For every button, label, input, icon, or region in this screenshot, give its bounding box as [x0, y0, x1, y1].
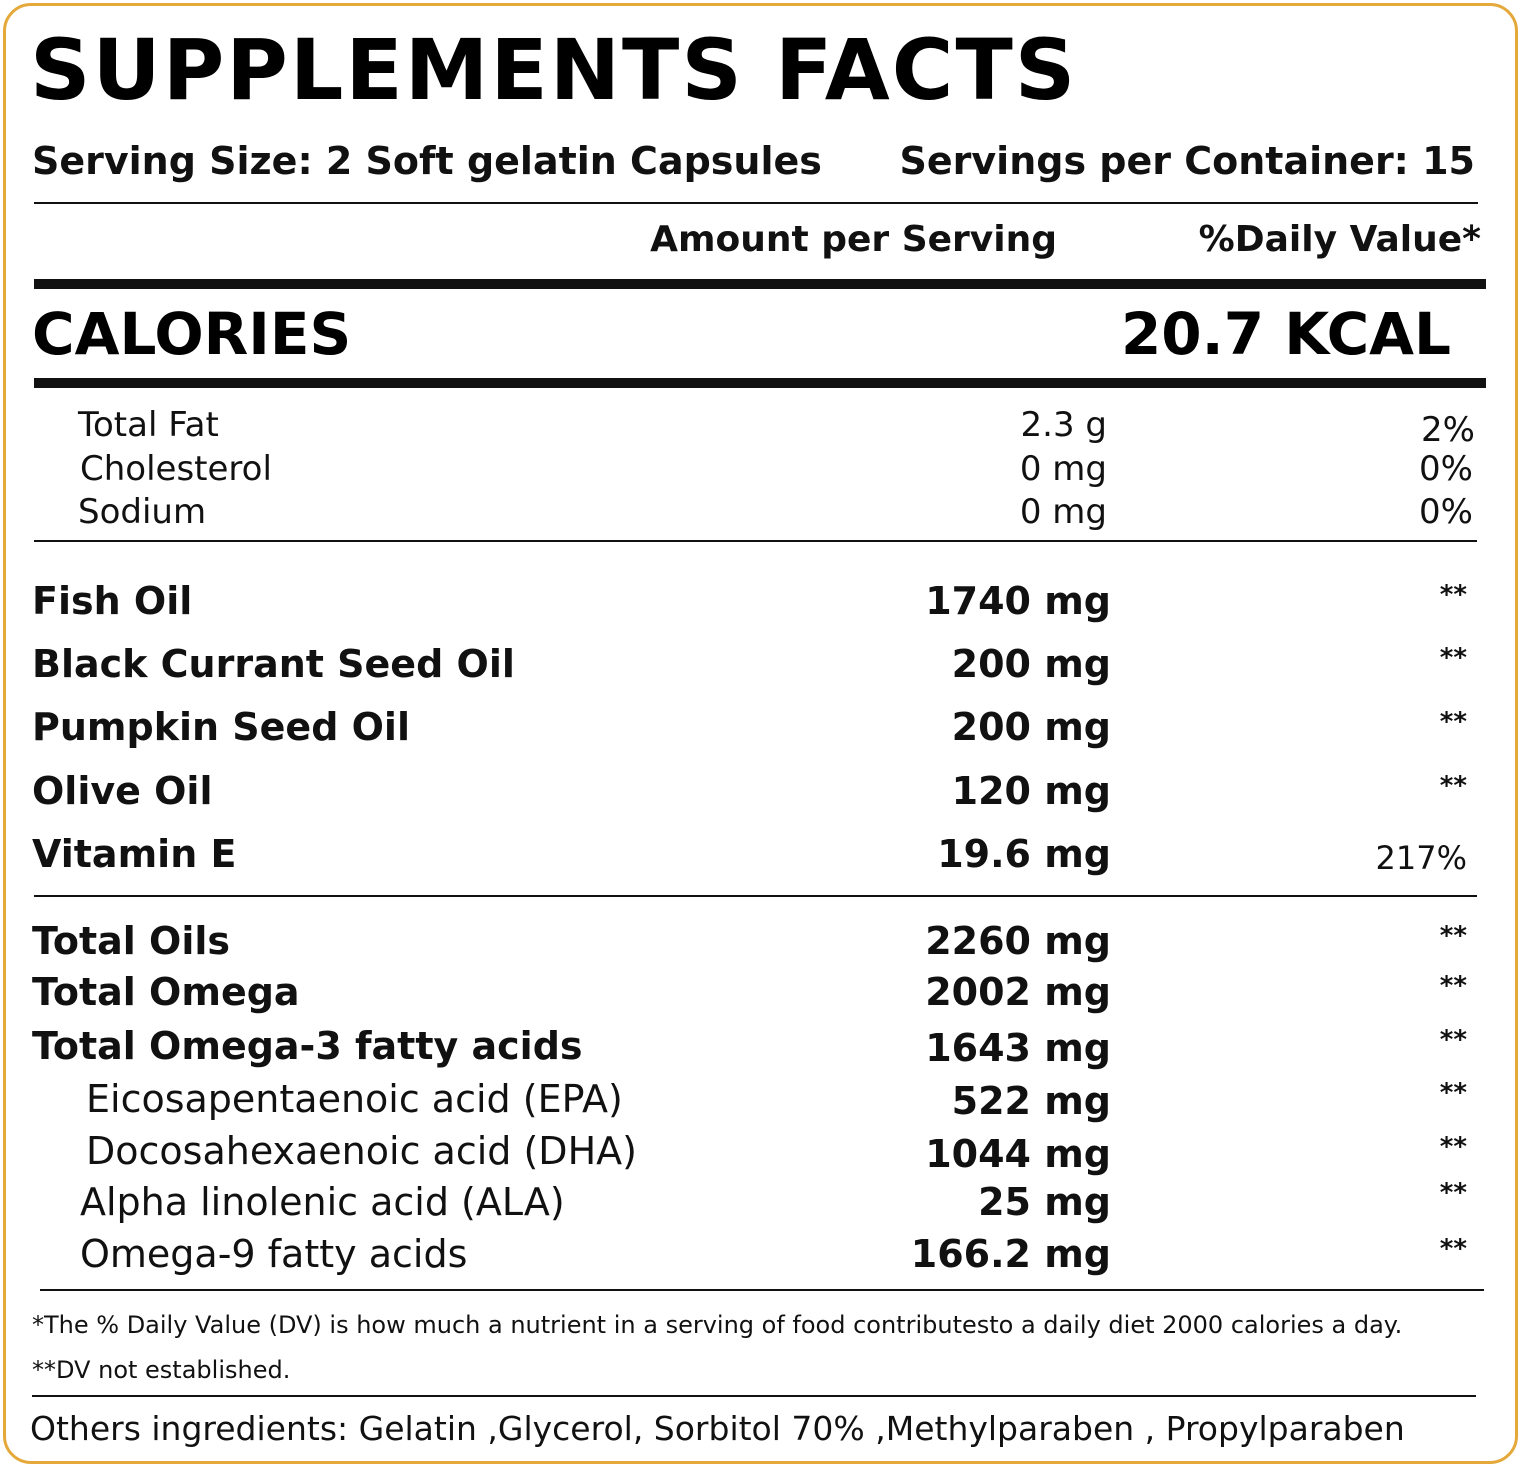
total-amount-omega: 2002 mg: [925, 970, 1111, 1014]
oil-name-black-currant: Black Currant Seed Oil: [32, 642, 515, 686]
total-name-epa: Eicosapentaenoic acid (EPA): [86, 1077, 623, 1121]
other-ingredients: Others ingredients: Gelatin ,Glycerol, S…: [30, 1409, 1405, 1448]
oil-amount-black-currant: 200 mg: [951, 642, 1111, 686]
oil-name-olive-oil: Olive Oil: [32, 769, 213, 813]
total-name-omega: Total Omega: [32, 970, 300, 1014]
total-amount-omega-9: 166.2 mg: [910, 1232, 1111, 1276]
nutrient-dv-sodium: 0%: [1419, 492, 1473, 532]
nutrient-dv-cholesterol: 0%: [1419, 449, 1473, 489]
divider-bottom-2: [32, 1395, 1476, 1397]
total-amount-oils: 2260 mg: [925, 919, 1111, 963]
calories-value: 20.7 KCAL: [1120, 300, 1451, 368]
total-dv-omega-9: **: [1439, 1234, 1467, 1264]
divider-mid-2: [34, 895, 1477, 897]
oil-dv-vitamin-e: 217%: [1375, 839, 1467, 877]
total-dv-dha: **: [1439, 1132, 1467, 1162]
nutrient-amount-sodium: 0 mg: [1019, 492, 1107, 532]
oil-amount-olive-oil: 120 mg: [951, 769, 1111, 813]
oil-amount-vitamin-e: 19.6 mg: [937, 832, 1111, 876]
oil-name-pumpkin-seed: Pumpkin Seed Oil: [32, 705, 410, 749]
divider-mid-1: [34, 540, 1477, 542]
divider-thick-2: [34, 378, 1486, 388]
total-name-omega-9: Omega-9 fatty acids: [80, 1232, 468, 1276]
nutrient-name-total-fat: Total Fat: [78, 405, 219, 445]
divider-top: [34, 202, 1478, 204]
total-dv-oils: **: [1439, 921, 1467, 951]
servings-per-container: Servings per Container: 15: [899, 139, 1475, 183]
total-name-oils: Total Oils: [32, 919, 231, 963]
oil-dv-olive-oil: **: [1439, 771, 1467, 801]
divider-bottom-1: [40, 1289, 1484, 1291]
total-amount-omega-3: 1643 mg: [925, 1026, 1111, 1070]
total-amount-epa: 522 mg: [951, 1079, 1111, 1123]
calories-label: CALORIES: [32, 300, 352, 368]
footnote-daily-value: *The % Daily Value (DV) is how much a nu…: [32, 1311, 1403, 1339]
oil-dv-black-currant: **: [1439, 643, 1467, 673]
nutrient-dv-total-fat: 2%: [1421, 410, 1475, 450]
total-name-dha: Docosahexaenoic acid (DHA): [86, 1129, 637, 1173]
nutrient-name-sodium: Sodium: [78, 492, 207, 532]
nutrient-name-cholesterol: Cholesterol: [80, 449, 272, 489]
total-amount-dha: 1044 mg: [925, 1132, 1111, 1176]
footnote-dv-not-established: **DV not established.: [32, 1356, 291, 1384]
label-border: [3, 3, 1518, 1464]
serving-size: Serving Size: 2 Soft gelatin Capsules: [32, 139, 822, 183]
total-dv-epa: **: [1439, 1078, 1467, 1108]
oil-dv-fish-oil: **: [1439, 580, 1467, 610]
total-amount-ala: 25 mg: [978, 1180, 1111, 1224]
total-dv-omega: **: [1439, 971, 1467, 1001]
total-name-ala: Alpha linolenic acid (ALA): [80, 1180, 565, 1224]
oil-name-vitamin-e: Vitamin E: [32, 832, 237, 876]
nutrient-amount-total-fat: 2.3 g: [1020, 405, 1107, 445]
total-name-omega-3: Total Omega-3 fatty acids: [32, 1024, 583, 1068]
column-header-amount: Amount per Serving: [650, 219, 1057, 260]
total-dv-omega-3: **: [1439, 1025, 1467, 1055]
nutrient-amount-cholesterol: 0 mg: [1019, 449, 1107, 489]
oil-dv-pumpkin-seed: **: [1439, 707, 1467, 737]
oil-amount-pumpkin-seed: 200 mg: [951, 705, 1111, 749]
label-title: SUPPLEMENTS FACTS: [30, 21, 1078, 119]
divider-thick-1: [34, 279, 1486, 289]
oil-name-fish-oil: Fish Oil: [32, 579, 193, 623]
total-dv-ala: **: [1439, 1178, 1467, 1208]
column-header-daily-value: %Daily Value*: [1198, 219, 1481, 260]
oil-amount-fish-oil: 1740 mg: [925, 579, 1111, 623]
